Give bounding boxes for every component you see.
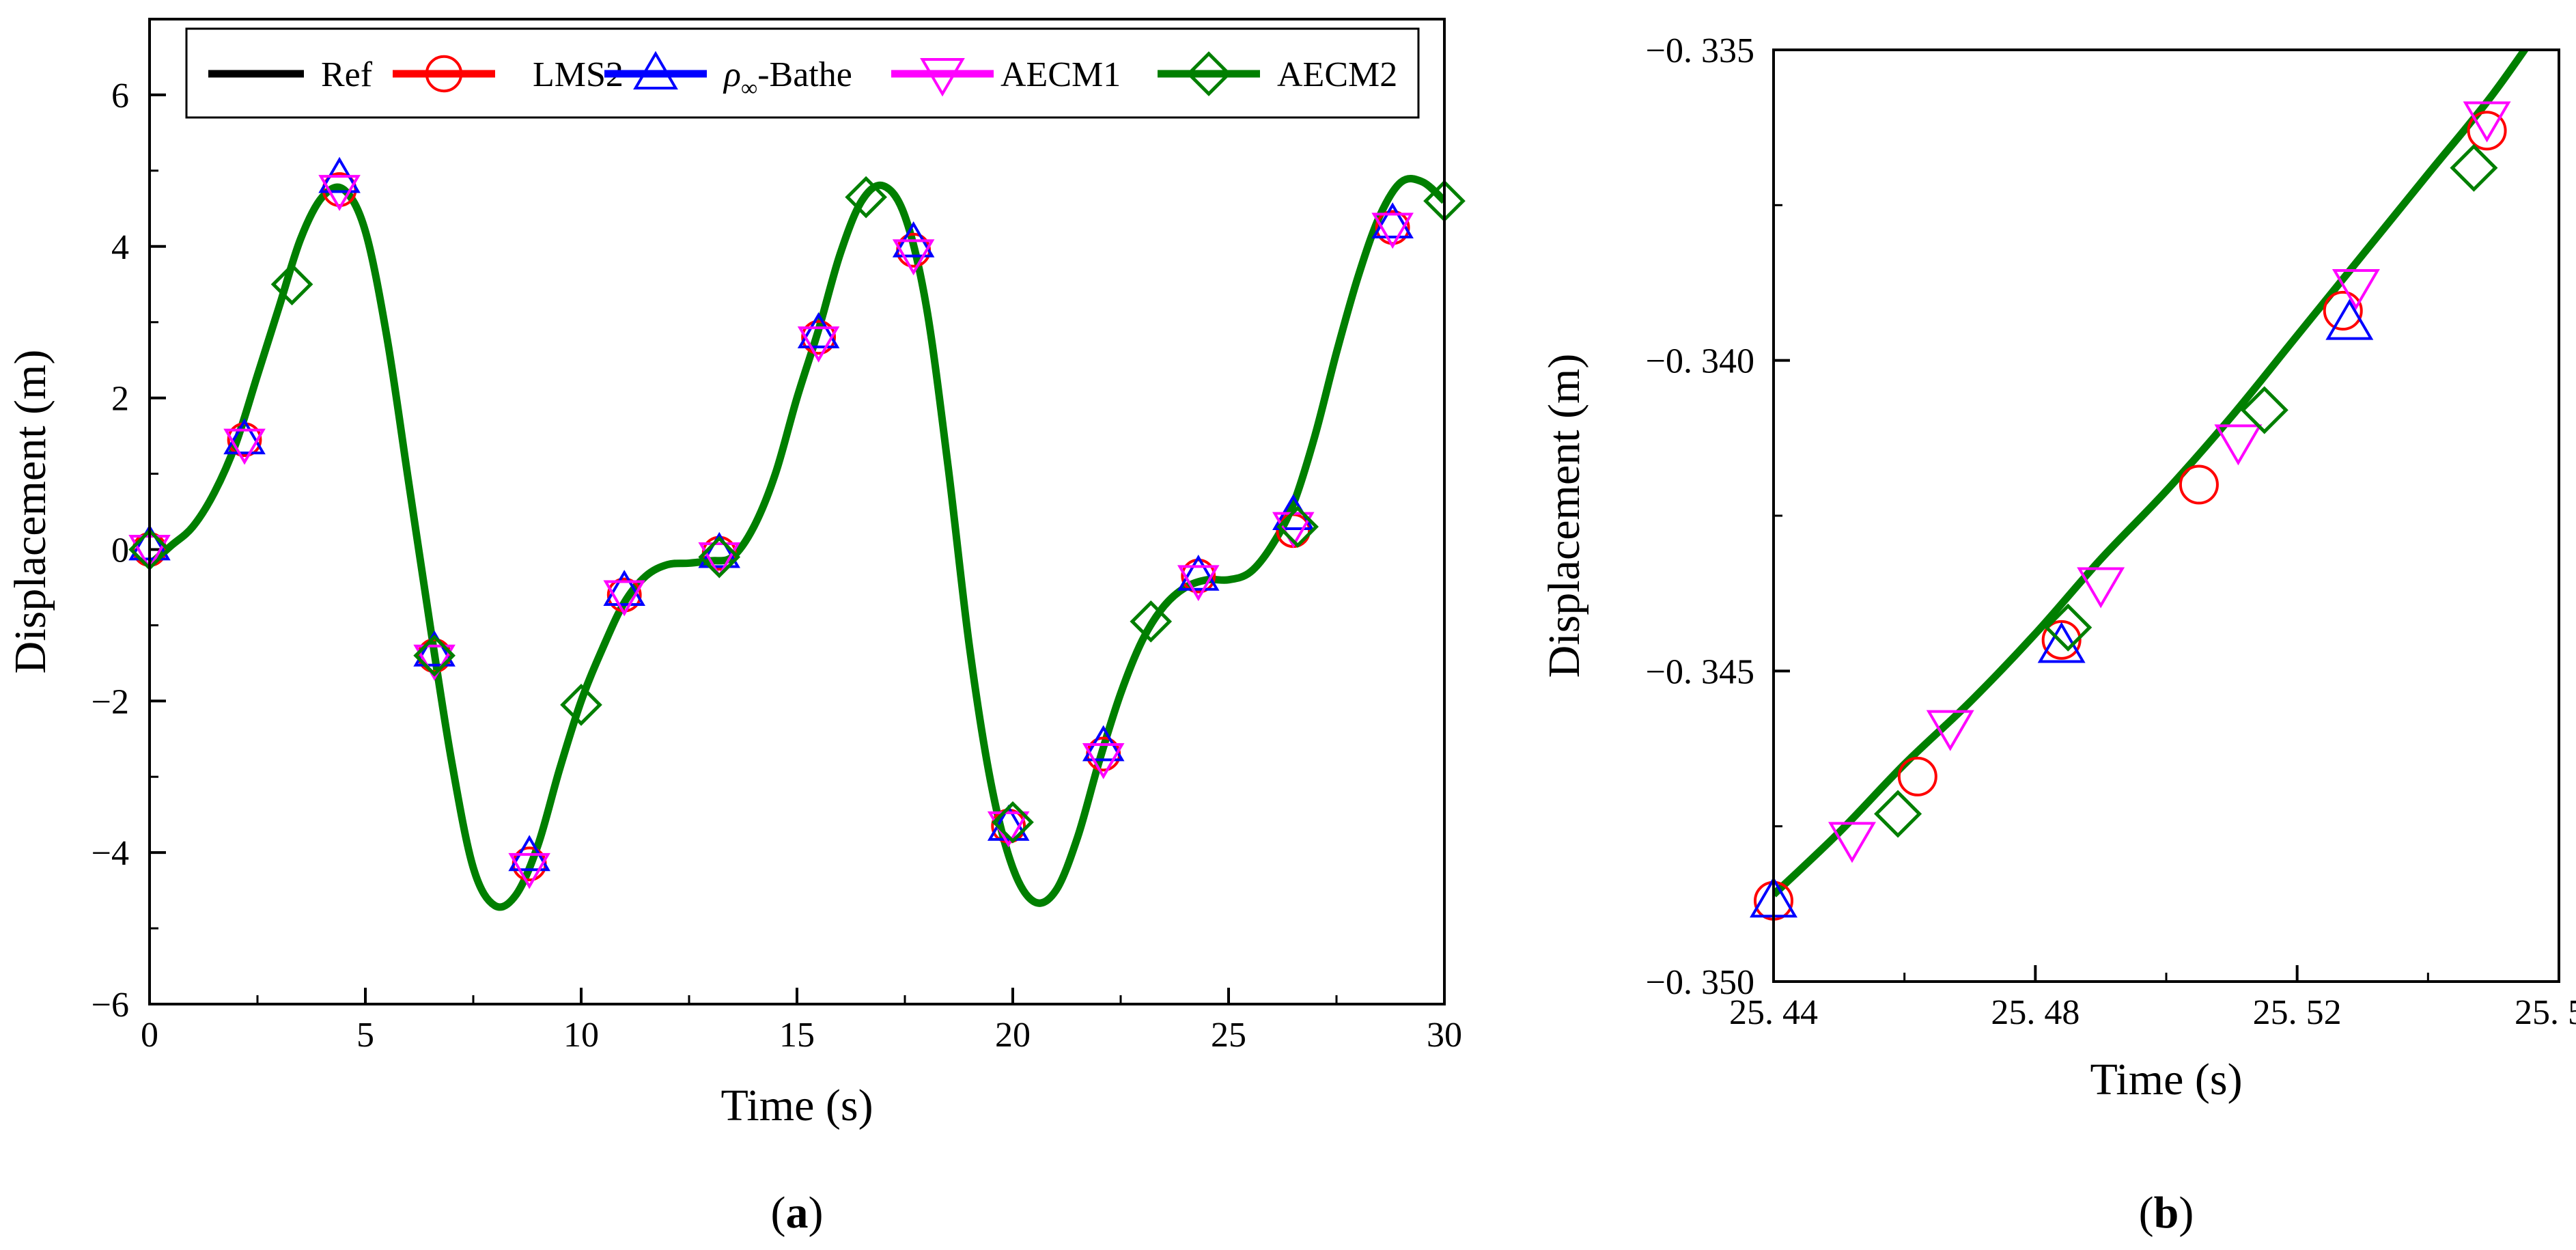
panel-b-y-axis-title: Displacement (m) [1539,354,1589,678]
panel-a-label: (a) [771,1188,824,1238]
aecm1-marker [1828,822,1876,863]
bathe-marker [603,570,645,606]
y-tick-label: −0. 350 [1646,963,1754,1002]
legend-marker [425,55,463,93]
aecm1-marker [698,542,741,579]
legend-marker [920,58,965,97]
lms2-marker [2323,290,2363,331]
lms2-marker [1897,756,1937,796]
y-tick-label: 0 [111,531,129,570]
aecm1-marker [2463,101,2511,143]
legend-label: ρ∞-Bathe [723,55,852,101]
aecm2-marker [845,176,887,219]
bathe-marker [797,312,840,348]
aecm1-marker [2077,567,2125,609]
aecm2-marker [560,684,602,726]
aecm1-marker [797,326,840,363]
x-tick-label: 30 [1427,1016,1462,1055]
bathe-marker [413,630,456,667]
lms2-marker [417,638,452,673]
legend-marker [633,51,678,89]
aecm1-marker [413,644,456,681]
x-tick-label: 25. 48 [1991,993,2080,1032]
legend-marker [1186,51,1231,96]
legend-label: AECM2 [1277,55,1397,94]
aecm1-marker [2214,424,2263,466]
lms2-marker [801,320,836,355]
bathe-marker [1177,555,1220,591]
panel-a-axes-frame [148,18,1446,1005]
aecm1-marker [318,175,361,211]
x-tick-label: 25. 52 [2253,993,2342,1032]
y-tick-label: −6 [92,986,129,1025]
bathe-marker [987,805,1030,841]
aecm2-marker [698,536,741,579]
x-tick-label: 20 [995,1016,1031,1055]
aecm1-marker [892,239,935,276]
panel-a-y-axis-title: Displacement (m) [5,350,55,674]
bathe-marker [2325,298,2374,340]
aecm2-marker [2450,143,2498,192]
panel-b: 25. 44 25. 48 25. 52 25. 56 −0. 350 −0. 345 −0… [1539,31,2576,1238]
aecm1-marker [1082,743,1125,779]
x-tick-label: 25. 56 [2515,993,2576,1032]
y-tick-label: 6 [111,77,129,115]
aecm1-marker [223,428,266,465]
x-tick-label: 25. 44 [1729,993,1818,1032]
x-tick-label: 5 [356,1016,374,1055]
lms2-marker [2467,111,2507,151]
y-tick-label: −4 [92,834,129,873]
x-tick-label: 10 [563,1016,599,1055]
panel-b-plot-area [1750,50,2530,921]
lms2-marker [2041,620,2082,660]
aecm2-marker [992,801,1034,844]
y-tick-label: 2 [111,380,129,419]
aecm2-marker [2240,386,2288,434]
y-tick-label: −0. 335 [1646,31,1754,70]
x-tick-label: 15 [779,1016,815,1055]
y-tick-label: −0. 340 [1646,342,1754,381]
aecm2-marker [413,634,456,677]
aecm1-marker [603,580,645,617]
y-tick-label: −2 [92,682,129,721]
legend-label: Ref [321,55,373,94]
panel-b-tick-labels: 25. 44 25. 48 25. 52 25. 56 −0. 350 −0. 345 −0… [1646,31,2576,1032]
legend: Ref LMS2 ρ∞-Bathe AECM1 AECM2 [185,27,1420,119]
aecm2-marker [270,263,313,306]
aecm2-marker [1874,790,1922,838]
aecm2-marker [2044,603,2092,652]
panel-a-plot-area [128,156,1466,911]
bathe-marker [223,418,266,455]
bathe-marker [1371,202,1414,238]
aecm1-marker [1177,565,1220,602]
aecm2-marker [1130,600,1173,643]
aecm1-marker [508,852,550,889]
y-tick-label: −0. 345 [1646,652,1754,691]
aecm1-marker [1926,710,1974,751]
panel-a-x-axis-title: Time (s) [720,1081,873,1130]
aecm1-marker [1371,212,1414,249]
y-tick-label: 4 [111,228,129,267]
aecm1-marker [2332,269,2380,311]
lms2-marker [2179,464,2219,505]
bathe-marker [698,531,741,568]
x-tick-label: 0 [141,1016,158,1055]
x-tick-label: 25 [1211,1016,1246,1055]
panel-b-label: (b) [2139,1188,2194,1238]
legend-label: AECM1 [1000,55,1121,94]
panel-a-tick-labels: 0 5 10 15 20 25 30 −6 −4 −2 0 2 4 6 [92,77,1462,1055]
panel-a: 0 5 10 15 20 25 30 −6 −4 −2 0 2 4 6 Time (s) Displace… [5,18,1466,1238]
panel-b-x-axis-title: Time (s) [2090,1055,2242,1105]
aecm2-marker [1276,505,1319,548]
panel-b-axes-frame [1772,48,2560,983]
